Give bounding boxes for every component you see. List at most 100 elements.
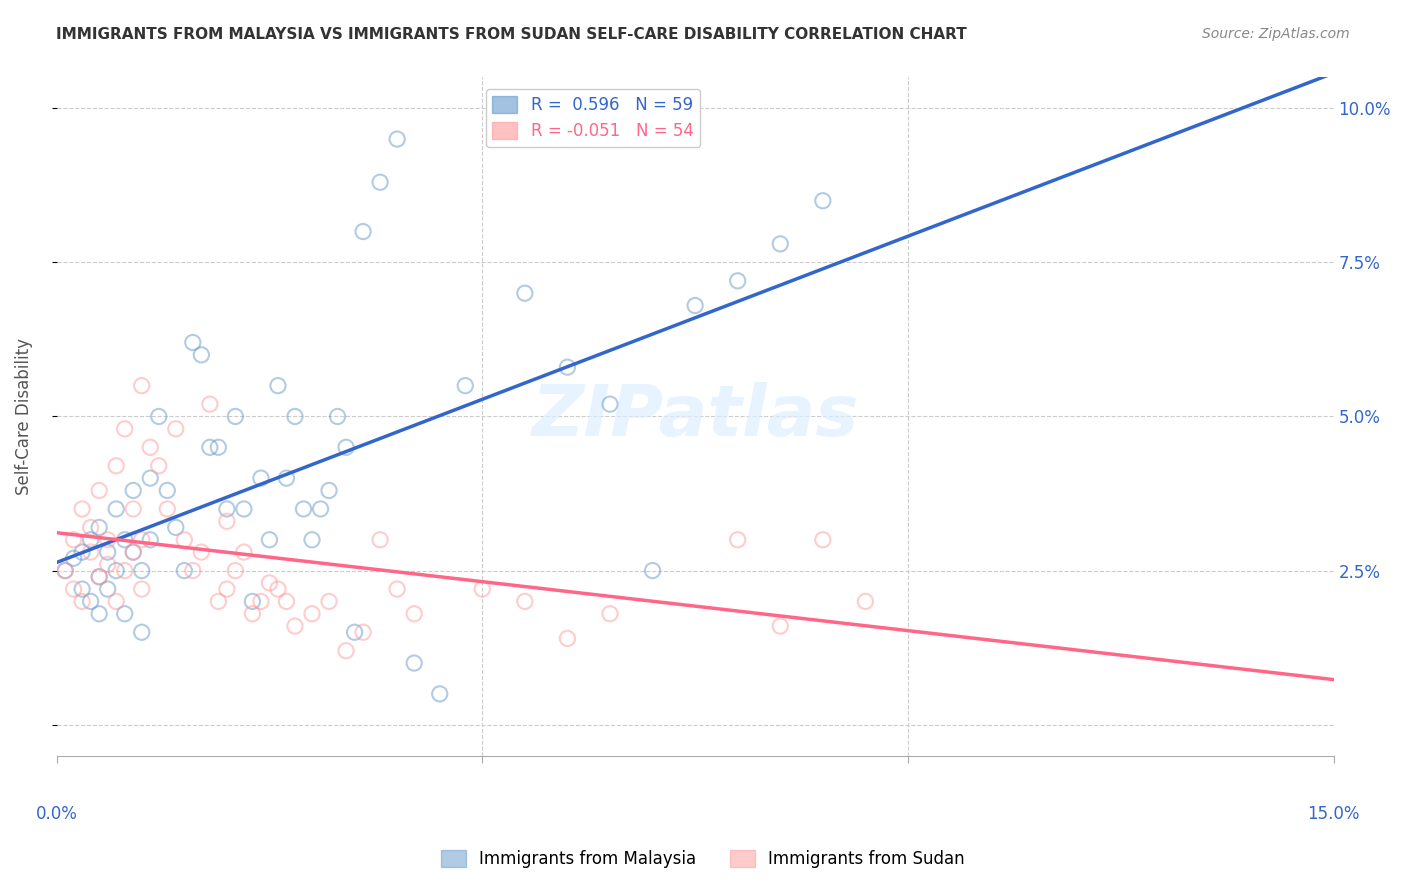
Point [105,594,128,608]
Point [70,545,93,559]
Point [131,564,153,578]
Legend: R =  0.596   N = 59, R = -0.051   N = 54: R = 0.596 N = 59, R = -0.051 N = 54 [485,89,700,147]
Point [513,286,536,301]
Point [97,582,120,596]
Point [165,520,187,534]
Point [599,607,621,621]
Point [557,632,579,646]
Point [769,619,792,633]
Point [53,564,76,578]
Point [122,545,145,559]
Point [131,533,153,547]
Point [131,582,153,596]
Point [727,533,749,547]
Point [139,440,162,454]
Point [284,409,307,424]
Point [292,502,315,516]
Text: IMMIGRANTS FROM MALAYSIA VS IMMIGRANTS FROM SUDAN SELF-CARE DISABILITY CORRELATI: IMMIGRANTS FROM MALAYSIA VS IMMIGRANTS F… [56,27,967,42]
Point [62,533,84,547]
Point [198,440,221,454]
Point [89,483,111,498]
Point [242,607,264,621]
Point [683,299,706,313]
Point [131,378,153,392]
Point [198,397,221,411]
Point [276,471,298,485]
Point [122,545,145,559]
Point [79,594,101,608]
Point [284,619,307,633]
Point [404,656,426,670]
Point [385,132,408,146]
Point [122,483,145,498]
Point [250,594,273,608]
Point [599,397,621,411]
Point [259,576,281,591]
Point [429,687,451,701]
Point [70,502,93,516]
Point [811,533,834,547]
Point [454,378,477,392]
Point [156,502,179,516]
Point [250,471,273,485]
Text: 15.0%: 15.0% [1308,805,1360,822]
Point [855,594,877,608]
Point [181,335,204,350]
Point [215,582,238,596]
Point [62,551,84,566]
Point [181,564,204,578]
Point [404,607,426,621]
Point [207,440,229,454]
Point [769,236,792,251]
Point [232,502,254,516]
Point [207,594,229,608]
Point [276,594,298,608]
Point [318,483,340,498]
Point [259,533,281,547]
Point [114,564,136,578]
Point [267,582,290,596]
Point [105,502,128,516]
Point [215,514,238,528]
Point [114,422,136,436]
Point [368,175,391,189]
Point [811,194,834,208]
Point [79,533,101,547]
Point [97,533,120,547]
Point [242,594,264,608]
Point [131,625,153,640]
Point [105,564,128,578]
Legend: Immigrants from Malaysia, Immigrants from Sudan: Immigrants from Malaysia, Immigrants fro… [434,843,972,875]
Point [173,564,195,578]
Point [173,533,195,547]
Point [352,625,374,640]
Y-axis label: Self-Care Disability: Self-Care Disability [15,338,32,495]
Point [114,607,136,621]
Point [385,582,408,596]
Point [727,274,749,288]
Point [139,533,162,547]
Point [79,520,101,534]
Point [641,564,664,578]
Point [513,594,536,608]
Point [224,409,246,424]
Point [79,545,101,559]
Text: ZIPatlas: ZIPatlas [531,382,859,451]
Point [471,582,494,596]
Point [148,458,170,473]
Point [156,483,179,498]
Point [114,533,136,547]
Point [267,378,290,392]
Point [139,471,162,485]
Point [301,533,323,547]
Point [352,225,374,239]
Point [62,582,84,596]
Point [89,520,111,534]
Point [190,348,212,362]
Point [326,409,349,424]
Text: 0.0%: 0.0% [35,805,77,822]
Point [335,644,357,658]
Point [165,422,187,436]
Point [148,409,170,424]
Point [301,607,323,621]
